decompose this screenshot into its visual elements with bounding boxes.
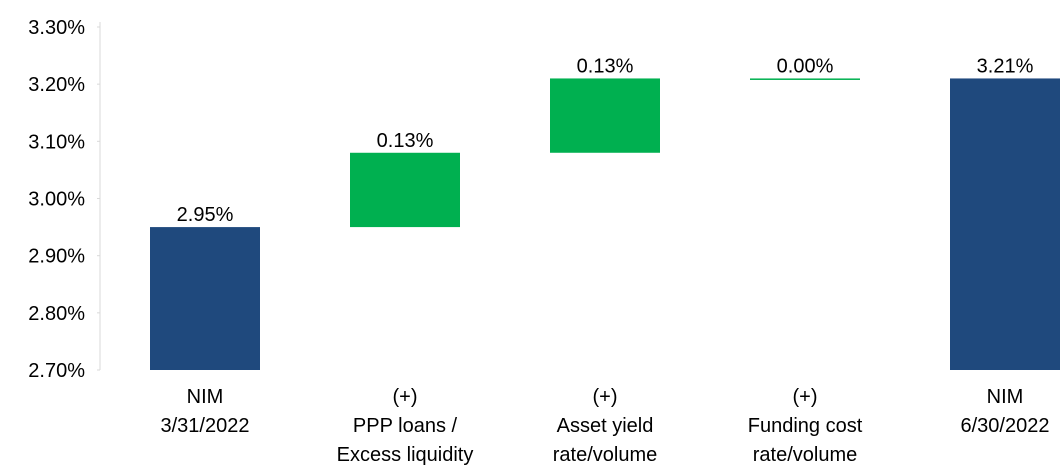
value-label: 0.00% (777, 55, 834, 77)
value-label: 0.13% (577, 55, 634, 77)
y-tick-label: 2.70% (28, 360, 85, 382)
x-tick-label: (+) Asset yield rate/volume (553, 386, 658, 466)
value-label: 2.95% (177, 204, 234, 226)
y-tick-label: 3.20% (28, 74, 85, 96)
x-tick-label: NIM 6/30/2022 (961, 386, 1050, 437)
bar (550, 78, 660, 153)
value-label: 3.21% (977, 55, 1034, 77)
bar (750, 78, 860, 80)
x-tick-label: (+) Funding cost rate/volume (748, 386, 863, 466)
y-tick-label: 2.90% (28, 246, 85, 268)
bar (350, 152, 460, 228)
bar (950, 78, 1060, 370)
x-tick-label: (+) PPP loans / Excess liquidity (337, 386, 474, 466)
y-tick-label: 3.30% (28, 17, 85, 39)
y-tick-label: 2.80% (28, 303, 85, 325)
x-tick-label: NIM 3/31/2022 (161, 386, 250, 437)
bar (150, 227, 260, 370)
y-tick-label: 3.10% (28, 131, 85, 153)
value-label: 0.13% (377, 130, 434, 152)
y-tick-label: 3.00% (28, 189, 85, 211)
